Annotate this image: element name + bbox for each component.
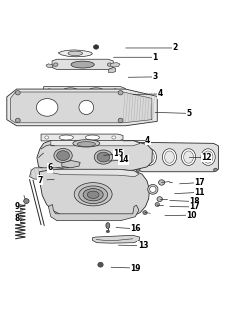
Ellipse shape (162, 149, 177, 165)
Polygon shape (11, 92, 152, 123)
Polygon shape (48, 169, 139, 177)
Ellipse shape (15, 118, 20, 123)
Text: 19: 19 (130, 264, 141, 273)
Text: 4: 4 (157, 90, 163, 99)
Ellipse shape (94, 150, 113, 164)
Ellipse shape (106, 223, 110, 228)
Ellipse shape (47, 89, 51, 92)
Ellipse shape (89, 88, 103, 93)
Polygon shape (62, 161, 80, 168)
Text: 13: 13 (138, 241, 148, 250)
Text: 18: 18 (189, 197, 200, 206)
Ellipse shape (93, 45, 99, 49)
Ellipse shape (201, 149, 215, 165)
Ellipse shape (79, 186, 108, 204)
Text: 2: 2 (172, 44, 177, 52)
Text: 3: 3 (152, 72, 158, 81)
Text: 17: 17 (194, 178, 205, 187)
Ellipse shape (54, 63, 58, 66)
Text: 6: 6 (47, 163, 52, 172)
Ellipse shape (74, 183, 112, 206)
Ellipse shape (102, 145, 105, 147)
Ellipse shape (97, 152, 110, 162)
Ellipse shape (77, 142, 95, 147)
Polygon shape (52, 59, 113, 69)
Ellipse shape (143, 211, 147, 214)
Ellipse shape (182, 149, 196, 165)
Polygon shape (39, 169, 149, 220)
Text: 17: 17 (189, 203, 200, 212)
Polygon shape (51, 140, 140, 146)
Ellipse shape (104, 145, 107, 148)
Polygon shape (44, 87, 125, 94)
Text: 16: 16 (130, 225, 141, 234)
Polygon shape (48, 204, 139, 221)
Polygon shape (46, 64, 53, 68)
Ellipse shape (107, 63, 112, 66)
Ellipse shape (157, 197, 162, 202)
Ellipse shape (73, 140, 100, 147)
Text: 9: 9 (14, 202, 19, 211)
Ellipse shape (59, 135, 73, 140)
Ellipse shape (159, 180, 165, 185)
Ellipse shape (36, 99, 58, 116)
Text: 5: 5 (187, 109, 192, 118)
Ellipse shape (145, 151, 154, 163)
Ellipse shape (214, 168, 217, 172)
Ellipse shape (136, 168, 140, 172)
Ellipse shape (24, 199, 29, 204)
Text: 12: 12 (201, 153, 212, 162)
Ellipse shape (113, 89, 117, 92)
Text: 4: 4 (145, 136, 150, 145)
Ellipse shape (118, 118, 123, 123)
Ellipse shape (71, 61, 94, 68)
Ellipse shape (150, 186, 156, 192)
Text: 1: 1 (152, 53, 158, 62)
Polygon shape (135, 142, 218, 172)
Polygon shape (111, 63, 120, 67)
Ellipse shape (96, 155, 100, 158)
Ellipse shape (63, 88, 78, 93)
Ellipse shape (85, 135, 100, 140)
Ellipse shape (112, 136, 116, 139)
Ellipse shape (98, 262, 103, 267)
Ellipse shape (118, 91, 123, 95)
Ellipse shape (68, 51, 83, 56)
Ellipse shape (15, 91, 20, 95)
Ellipse shape (83, 188, 103, 201)
Ellipse shape (106, 230, 109, 233)
Ellipse shape (165, 151, 174, 163)
Ellipse shape (155, 203, 159, 206)
Polygon shape (41, 134, 123, 141)
Ellipse shape (54, 148, 72, 163)
Text: 7: 7 (37, 176, 43, 185)
Ellipse shape (87, 191, 99, 198)
Polygon shape (58, 50, 92, 57)
Ellipse shape (45, 136, 48, 139)
Ellipse shape (136, 143, 140, 146)
Ellipse shape (184, 151, 193, 163)
Text: 11: 11 (194, 188, 204, 197)
Polygon shape (7, 89, 157, 126)
Text: 8: 8 (14, 214, 19, 223)
Text: 14: 14 (118, 156, 129, 164)
Ellipse shape (79, 100, 94, 115)
Text: 10: 10 (187, 211, 197, 220)
Ellipse shape (142, 149, 156, 165)
Polygon shape (108, 68, 116, 72)
Ellipse shape (57, 151, 69, 161)
Polygon shape (37, 140, 152, 170)
Ellipse shape (148, 184, 158, 194)
Text: 15: 15 (113, 149, 123, 158)
Polygon shape (92, 235, 140, 243)
Polygon shape (30, 168, 69, 179)
Ellipse shape (203, 151, 213, 163)
Ellipse shape (104, 153, 107, 156)
